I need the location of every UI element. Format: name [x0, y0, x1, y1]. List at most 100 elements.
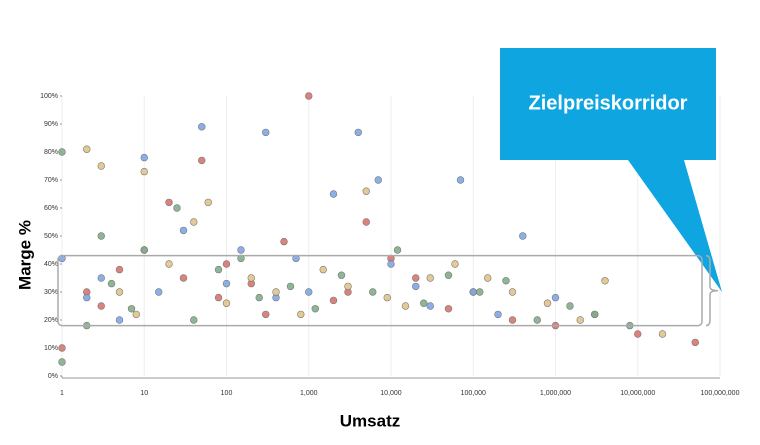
point — [140, 153, 148, 162]
y-axis-title: Marge % — [15, 220, 34, 290]
point — [543, 299, 552, 307]
point — [97, 162, 105, 170]
plot-area — [58, 92, 721, 376]
point — [97, 302, 105, 310]
point — [412, 282, 420, 291]
point — [222, 279, 231, 288]
point — [362, 187, 370, 195]
point — [369, 288, 377, 296]
point — [165, 260, 173, 268]
point — [329, 190, 338, 198]
y-tick-label: 60% — [44, 205, 58, 212]
point — [444, 305, 453, 313]
point — [591, 310, 599, 319]
y-tick-label: 40% — [44, 261, 58, 268]
point — [691, 338, 699, 347]
point — [222, 260, 231, 268]
point — [190, 218, 198, 226]
point — [262, 128, 270, 137]
point — [426, 274, 434, 282]
point — [344, 282, 352, 291]
point — [319, 265, 327, 274]
point — [634, 330, 642, 338]
point — [297, 310, 305, 319]
point — [387, 260, 395, 268]
point — [383, 293, 391, 302]
point — [115, 288, 124, 296]
point — [286, 282, 295, 291]
x-tick-label: 100 — [221, 390, 233, 397]
x-tick-label: 1 — [60, 390, 64, 397]
callout-text: Zielpreiskorridor — [529, 92, 688, 114]
point — [58, 358, 66, 366]
y-tick-label: 30% — [44, 289, 58, 296]
y-tick-label: 100% — [40, 93, 58, 100]
point — [420, 299, 428, 307]
y-tick-label: 80% — [44, 149, 58, 156]
point — [337, 271, 346, 279]
point — [494, 310, 502, 319]
point — [469, 288, 477, 296]
point — [262, 310, 270, 319]
point — [426, 302, 434, 310]
point — [115, 265, 124, 274]
x-tick-label: 1,000,000 — [540, 390, 571, 397]
x-tick-label: 10,000,000 — [620, 390, 655, 397]
point — [551, 293, 560, 302]
point — [132, 310, 140, 319]
point — [179, 274, 188, 282]
point — [412, 274, 420, 282]
callout — [500, 48, 722, 292]
point — [179, 226, 188, 235]
point — [83, 293, 91, 302]
point — [362, 218, 370, 226]
point — [198, 156, 206, 165]
bracket — [705, 254, 719, 327]
point — [305, 288, 313, 296]
y-tick-label: 20% — [44, 317, 58, 324]
corridor — [57, 254, 703, 327]
point — [214, 265, 223, 274]
point — [354, 128, 362, 137]
x-tick-label: 100,000 — [461, 390, 486, 397]
point — [280, 237, 288, 246]
point — [444, 271, 453, 279]
point — [237, 246, 245, 254]
point — [83, 145, 91, 153]
point — [519, 232, 527, 240]
point — [508, 288, 517, 296]
point — [502, 277, 510, 285]
point — [190, 316, 198, 324]
point — [566, 302, 574, 310]
point — [601, 277, 609, 285]
point — [456, 176, 465, 184]
x-tick-label: 10,000 — [380, 390, 402, 397]
point — [533, 316, 541, 324]
point — [127, 305, 136, 313]
point — [393, 246, 402, 254]
point — [222, 299, 231, 307]
point — [311, 305, 319, 313]
point — [107, 279, 116, 288]
point — [204, 198, 212, 207]
point — [272, 288, 280, 296]
point — [198, 123, 206, 131]
point — [484, 274, 492, 282]
y-tick-label: 70% — [44, 177, 58, 184]
point — [305, 92, 313, 100]
point — [401, 302, 410, 310]
point — [451, 260, 459, 268]
point — [155, 288, 163, 296]
y-tick-label: 0% — [48, 373, 58, 380]
point — [214, 293, 223, 302]
point — [247, 274, 255, 282]
y-tick-label: 50% — [44, 233, 58, 240]
y-tick-label: 10% — [44, 345, 58, 352]
point — [658, 330, 667, 338]
point — [476, 288, 484, 296]
point — [255, 293, 263, 302]
point — [115, 316, 124, 324]
